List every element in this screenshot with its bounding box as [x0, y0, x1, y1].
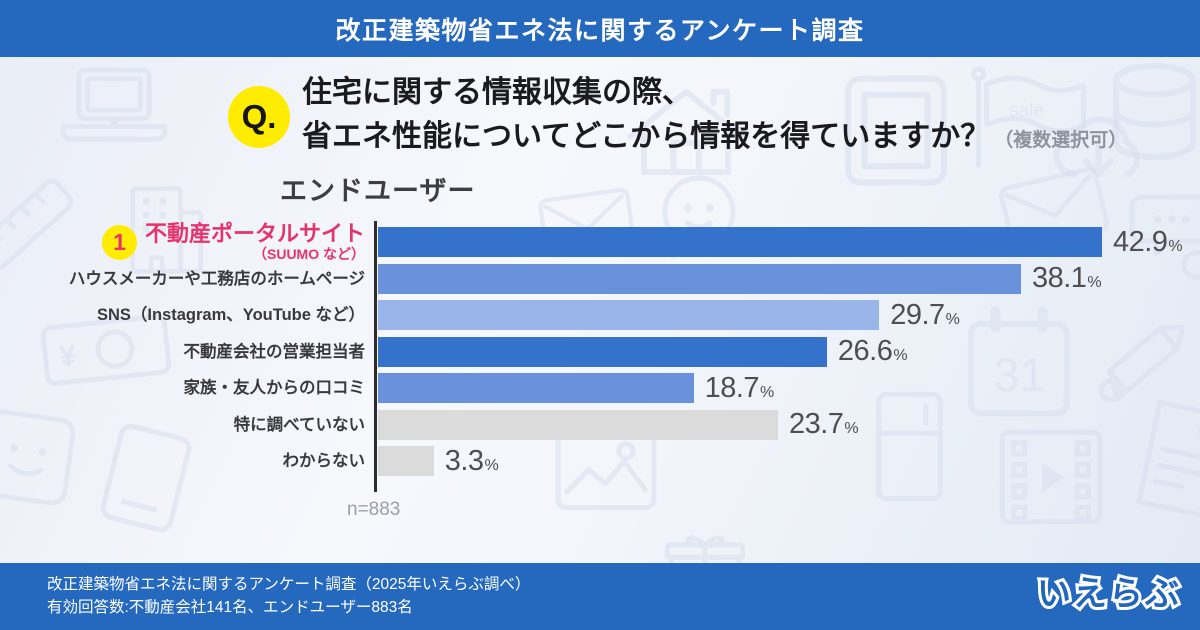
value-number: 42.9 [1112, 225, 1168, 258]
question-text: 住宅に関する情報収集の際、 省エネ性能についてどこから情報を得ていますか？ （複数… [302, 71, 1127, 158]
bar-cell: 29.7% [371, 297, 1200, 334]
row-label-text: SNS（Instagram、YouTube など） [97, 306, 365, 325]
ielove-logo-text: いえらぶ [1037, 575, 1181, 613]
value-unit: % [760, 383, 774, 401]
value-unit: % [484, 456, 499, 474]
rank-badge: 1 [101, 224, 137, 260]
value-number: 38.1 [1031, 262, 1087, 295]
bar-value: 38.1% [1031, 262, 1102, 295]
row-label: SNS（Instagram、YouTube など） [0, 306, 371, 324]
chart-row: 家族・友人からの口コミ 18.7% [0, 370, 1200, 407]
value-number: 3.3 [444, 444, 484, 477]
value-number: 23.7 [788, 408, 844, 441]
bar [378, 409, 778, 440]
row-sublabel: （SUUMO など） [253, 245, 365, 262]
row-label: 特に調べていない [0, 416, 371, 434]
main-stage: ¥ [0, 57, 1200, 599]
top-banner: 改正建築物省エネ法に関するアンケート調査 [0, 0, 1200, 57]
bar [378, 446, 434, 477]
row-label-text: わからない [282, 452, 366, 471]
value-number: 18.7 [704, 371, 760, 404]
value-number: 29.7 [890, 298, 945, 331]
chart-row: わからない 3.3% [0, 443, 1200, 480]
bar [378, 227, 1102, 258]
chart-row: 特に調べていない 23.7% [0, 407, 1200, 444]
bar-value: 26.6% [837, 335, 908, 368]
row-label-stack: 不動産会社の営業担当者 [184, 343, 366, 361]
chart-axis-line [374, 221, 377, 492]
ielove-logo: いえらぶ [1034, 569, 1184, 622]
bar-value: 23.7% [788, 408, 859, 441]
row-label-stack: SNS（Instagram、YouTube など） [97, 306, 365, 324]
row-label-stack: 特に調べていない [234, 416, 365, 434]
row-label-text: 特に調べていない [233, 415, 365, 434]
bar [378, 263, 1021, 294]
bar-cell: 3.3% [371, 443, 1200, 480]
bar-cell: 26.6% [371, 334, 1200, 371]
value-unit: % [1168, 237, 1183, 255]
row-label-stack: ハウスメーカーや工務店のホームページ [69, 270, 365, 288]
row-label-text: 不動産ポータルサイト [144, 221, 365, 247]
bar-cell: 23.7% [371, 407, 1200, 444]
bar-value: 3.3% [445, 445, 499, 478]
chart-title: エンドユーザー [280, 176, 476, 206]
bar-value: 29.7% [890, 298, 960, 332]
value-unit: % [945, 310, 960, 328]
footer: 改正建築物省エネ法に関するアンケート調査（2025年いえらぶ調べ） 有効回答数:… [0, 563, 1200, 630]
row-label: わからない [0, 452, 371, 470]
bar [378, 373, 694, 404]
bar-cell: 38.1% [371, 261, 1200, 298]
question-badge: Q. [228, 86, 290, 148]
question-line1: 住宅に関する情報収集の際、 [302, 76, 692, 109]
bar-value: 18.7% [704, 371, 775, 405]
bar [378, 300, 880, 331]
value-unit: % [1087, 274, 1102, 292]
row-label-text: 不動産会社の営業担当者 [183, 342, 366, 361]
question-note: （複数選択可） [994, 129, 1128, 151]
bar-cell: 18.7% [371, 370, 1200, 407]
row-label: ハウスメーカーや工務店のホームページ [0, 270, 371, 288]
row-label: 不動産会社の営業担当者 [0, 343, 371, 361]
chart-row: 1 不動産ポータルサイト （SUUMO など） 42.9% [0, 221, 1200, 262]
sample-size-label: n=883 [347, 499, 401, 520]
row-label-stack: 不動産ポータルサイト （SUUMO など） [144, 221, 365, 262]
bar-value: 42.9% [1112, 225, 1183, 259]
bar [378, 336, 827, 367]
footer-source-line: 改正建築物省エネ法に関するアンケート調査（2025年いえらぶ調べ） [47, 575, 531, 593]
value-unit: % [844, 420, 859, 438]
row-label: 1 不動産ポータルサイト （SUUMO など） [0, 221, 371, 262]
value-number: 26.6 [837, 335, 893, 368]
row-label-text: ハウスメーカーや工務店のホームページ [68, 269, 365, 288]
row-label-stack: 家族・友人からの口コミ [184, 379, 366, 397]
bar-cell: 42.9% [371, 224, 1200, 261]
row-label: 家族・友人からの口コミ [0, 379, 371, 397]
chart-row: 不動産会社の営業担当者 26.6% [0, 334, 1200, 371]
chart-row: SNS（Instagram、YouTube など） 29.7% [0, 297, 1200, 334]
chart-rows: 1 不動産ポータルサイト （SUUMO など） 42.9% ハウスメーカーや工務… [0, 221, 1200, 480]
row-label-text: 家族・友人からの口コミ [183, 379, 366, 398]
footer-respondents-line: 有効回答数:不動産会社141名、エンドユーザー883名 [47, 599, 413, 616]
question-line2: 省エネ性能についてどこから情報を得ていますか？ [302, 119, 991, 153]
chart-row: ハウスメーカーや工務店のホームページ 38.1% [0, 261, 1200, 298]
question-badge-label: Q. [241, 98, 277, 135]
row-label-stack: わからない [283, 452, 366, 470]
question-line2-wrap: 省エネ性能についてどこから情報を得ていますか？ （複数選択可） [302, 115, 1127, 159]
value-unit: % [893, 347, 908, 365]
bg-laptop-icon [55, 66, 173, 148]
banner-title: 改正建築物省エネ法に関するアンケート調査 [335, 16, 865, 45]
